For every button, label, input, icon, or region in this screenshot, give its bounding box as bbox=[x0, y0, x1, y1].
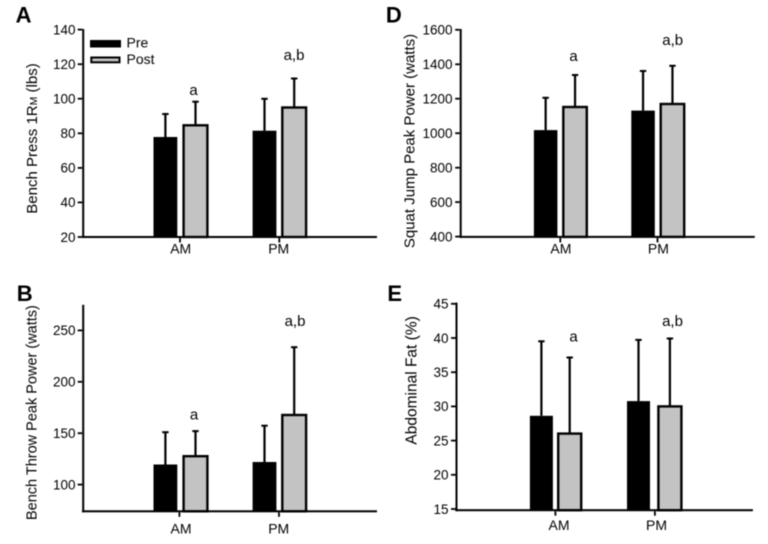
svg-text:1000: 1000 bbox=[422, 126, 452, 141]
svg-text:100: 100 bbox=[53, 477, 76, 492]
svg-text:35: 35 bbox=[433, 365, 448, 380]
svg-text:140: 140 bbox=[53, 22, 76, 37]
svg-text:PM: PM bbox=[646, 517, 667, 533]
svg-text:D: D bbox=[386, 3, 402, 28]
svg-text:100: 100 bbox=[53, 92, 76, 107]
svg-text:a: a bbox=[190, 407, 199, 424]
svg-text:200: 200 bbox=[53, 375, 76, 390]
svg-text:40: 40 bbox=[433, 331, 448, 346]
svg-text:a: a bbox=[569, 48, 578, 65]
svg-text:Post: Post bbox=[127, 51, 155, 67]
svg-text:Squat Jump Peak Power (watts): Squat Jump Peak Power (watts) bbox=[402, 34, 419, 248]
svg-text:AM: AM bbox=[549, 517, 570, 533]
svg-text:PM: PM bbox=[268, 520, 289, 536]
svg-text:600: 600 bbox=[430, 195, 453, 210]
svg-text:15: 15 bbox=[433, 502, 448, 517]
svg-text:400: 400 bbox=[430, 229, 453, 244]
svg-text:Abdominal Fat (%): Abdominal Fat (%) bbox=[404, 316, 421, 444]
svg-text:1200: 1200 bbox=[422, 92, 452, 107]
svg-text:PM: PM bbox=[648, 241, 669, 257]
svg-text:250: 250 bbox=[53, 323, 76, 338]
svg-text:1600: 1600 bbox=[422, 23, 452, 38]
svg-text:B: B bbox=[17, 281, 33, 306]
svg-text:40: 40 bbox=[60, 195, 75, 210]
svg-text:a,b: a,b bbox=[662, 313, 683, 330]
svg-text:AM: AM bbox=[550, 241, 571, 257]
svg-text:150: 150 bbox=[53, 426, 76, 441]
svg-text:E: E bbox=[387, 281, 402, 306]
svg-text:30: 30 bbox=[433, 399, 448, 414]
svg-text:a,b: a,b bbox=[285, 313, 306, 330]
svg-text:25: 25 bbox=[433, 433, 448, 448]
svg-text:a,b: a,b bbox=[662, 32, 683, 49]
svg-text:a,b: a,b bbox=[284, 47, 305, 64]
svg-text:A: A bbox=[16, 3, 32, 28]
svg-text:a: a bbox=[189, 82, 198, 99]
svg-text:AM: AM bbox=[170, 241, 191, 257]
svg-text:1400: 1400 bbox=[422, 57, 452, 72]
svg-text:Bench Throw Peak Power (watts): Bench Throw Peak Power (watts) bbox=[24, 305, 40, 520]
svg-text:AM: AM bbox=[171, 520, 192, 536]
svg-text:20: 20 bbox=[433, 468, 448, 483]
svg-text:60: 60 bbox=[60, 161, 75, 176]
svg-text:80: 80 bbox=[60, 126, 75, 141]
svg-text:20: 20 bbox=[60, 230, 75, 245]
svg-text:800: 800 bbox=[430, 161, 453, 176]
svg-text:45: 45 bbox=[433, 297, 448, 312]
svg-text:a: a bbox=[569, 329, 578, 346]
svg-text:Bench Press 1RM (lbs): Bench Press 1RM (lbs) bbox=[24, 63, 41, 213]
svg-text:120: 120 bbox=[53, 57, 76, 72]
svg-text:Pre: Pre bbox=[127, 35, 149, 51]
svg-text:PM: PM bbox=[268, 241, 289, 257]
